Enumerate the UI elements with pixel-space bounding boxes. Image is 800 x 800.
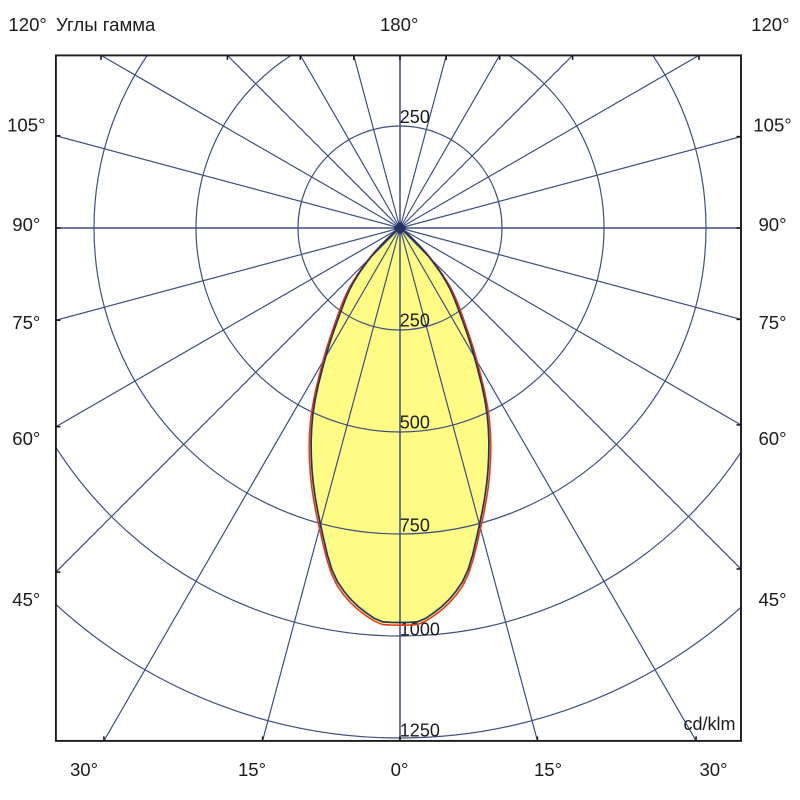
svg-text:60°: 60° bbox=[12, 428, 40, 449]
svg-text:Углы гамма: Углы гамма bbox=[56, 14, 156, 35]
svg-text:90°: 90° bbox=[12, 214, 40, 235]
svg-text:90°: 90° bbox=[758, 214, 786, 235]
svg-text:250: 250 bbox=[400, 311, 430, 331]
svg-text:30°: 30° bbox=[699, 759, 727, 780]
svg-text:750: 750 bbox=[400, 516, 430, 536]
svg-text:60°: 60° bbox=[758, 428, 786, 449]
svg-text:cd/klm: cd/klm bbox=[683, 714, 735, 734]
svg-text:250: 250 bbox=[400, 107, 430, 127]
svg-text:120°: 120° bbox=[751, 14, 789, 35]
svg-text:75°: 75° bbox=[758, 312, 786, 333]
svg-text:105°: 105° bbox=[7, 114, 45, 135]
svg-text:1250: 1250 bbox=[400, 720, 440, 740]
svg-text:120°: 120° bbox=[8, 14, 46, 35]
svg-text:180°: 180° bbox=[380, 14, 418, 35]
svg-text:30°: 30° bbox=[70, 759, 98, 780]
svg-text:15°: 15° bbox=[534, 759, 562, 780]
svg-text:45°: 45° bbox=[758, 589, 786, 610]
svg-text:15°: 15° bbox=[238, 759, 266, 780]
svg-text:0°: 0° bbox=[391, 759, 409, 780]
svg-text:105°: 105° bbox=[753, 114, 791, 135]
svg-text:75°: 75° bbox=[12, 312, 40, 333]
svg-text:45°: 45° bbox=[12, 589, 40, 610]
svg-text:500: 500 bbox=[400, 413, 430, 433]
